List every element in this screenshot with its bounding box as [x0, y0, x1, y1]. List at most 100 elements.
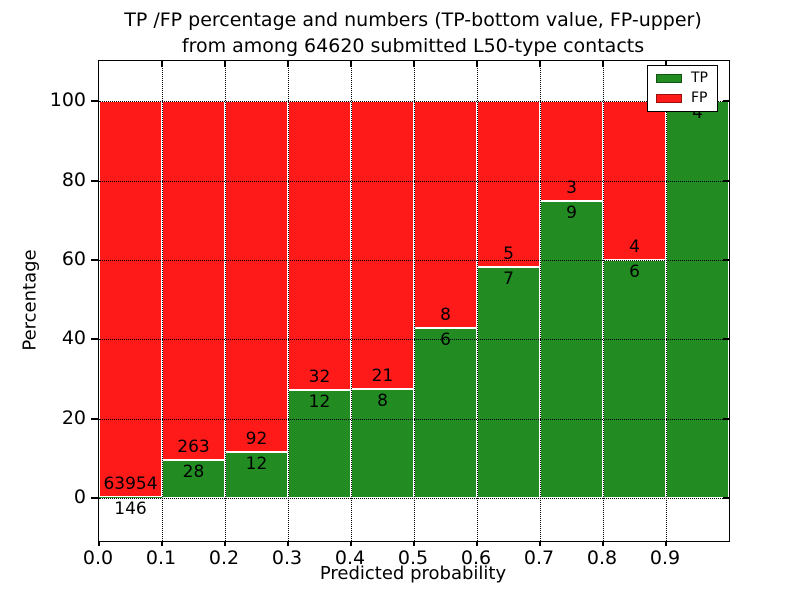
- x-tick-bottom: [476, 541, 478, 546]
- bar-segment-tp: [162, 459, 225, 499]
- gridline-x-0.5: [414, 61, 415, 541]
- annotation-tp-count: 28: [182, 461, 205, 482]
- annotation-fp-count: 4: [629, 237, 640, 258]
- legend-swatch-fp-icon: [656, 94, 682, 103]
- chart-title-line-2: from among 64620 submitted L50-type cont…: [181, 35, 645, 57]
- legend-box: TP FP: [647, 65, 718, 112]
- bar-segment-fp: [540, 101, 603, 201]
- y-tick-label: 80: [61, 168, 86, 191]
- legend-label-fp: FP: [691, 90, 708, 106]
- annotation-fp-count: 92: [245, 429, 268, 450]
- y-tick-label: 60: [61, 248, 86, 271]
- y-axis-label: Percentage: [19, 249, 41, 351]
- annotation-tp-count: 6: [629, 262, 640, 283]
- gridline-x-0.8: [603, 61, 604, 541]
- x-tick-label: 0.4: [334, 547, 366, 569]
- x-tick-label: 0.1: [145, 547, 177, 569]
- annotation-tp-count: 146: [114, 499, 147, 520]
- bar-segment-fp: [603, 101, 666, 261]
- bar-segment-fp: [288, 101, 351, 390]
- x-tick-bottom: [539, 541, 541, 546]
- y-tick-right: [723, 497, 729, 500]
- y-tick-right: [723, 259, 729, 262]
- bar-segment-fp: [477, 101, 540, 267]
- bar-segment-tp: [414, 328, 477, 499]
- y-tick-label: 100: [49, 89, 86, 112]
- bar-segment-tp: [540, 200, 603, 499]
- y-tick-label: 0: [73, 486, 86, 509]
- y-tick-label: 40: [61, 327, 86, 350]
- annotation-fp-count: 3: [566, 177, 577, 198]
- y-tick-right: [723, 179, 729, 182]
- x-tick-label: 0.9: [649, 547, 681, 569]
- x-tick-top: [476, 61, 478, 67]
- legend-label-tp: TP: [691, 70, 708, 86]
- y-tick-left: [91, 100, 98, 103]
- bar-segment-fp: [99, 101, 162, 498]
- annotation-tp-count: 9: [566, 202, 577, 223]
- y-tick-left: [91, 497, 98, 500]
- gridline-x-0.3: [288, 61, 289, 541]
- plot-area: 63954 146 263 28 92 12 32 12 21 8 8 6 5 7 3 9 4 6 4 TP FP: [91, 60, 730, 546]
- annotation-tp-count: 4: [692, 103, 703, 124]
- x-tick-bottom: [287, 541, 289, 546]
- x-tick-bottom: [161, 541, 163, 546]
- annotation-tp-count: 6: [440, 330, 451, 351]
- x-tick-bottom: [224, 541, 226, 546]
- gridline-x-0.6: [477, 61, 478, 541]
- x-tick-top: [287, 61, 289, 67]
- gridline-x-0.9: [666, 61, 667, 541]
- y-tick-left: [91, 338, 98, 341]
- bar-segment-tp: [666, 101, 729, 499]
- y-tick-right: [723, 417, 729, 420]
- x-tick-bottom: [98, 541, 100, 546]
- x-tick-label: 0.5: [397, 547, 429, 569]
- annotation-tp-count: 8: [377, 390, 388, 411]
- y-tick-left: [91, 259, 98, 262]
- y-tick-label: 20: [61, 406, 86, 429]
- x-tick-bottom: [413, 541, 415, 546]
- x-tick-top: [224, 61, 226, 67]
- x-tick-top: [539, 61, 541, 67]
- x-tick-label: 0.8: [586, 547, 618, 569]
- bar-segment-tp: [351, 388, 414, 499]
- gridline-x-0.2: [225, 61, 226, 541]
- bar-segment-tp: [603, 260, 666, 499]
- legend-entry-fp: FP: [656, 91, 708, 106]
- gridline-x-0.7: [540, 61, 541, 541]
- chart-title-line-1: TP /FP percentage and numbers (TP-bottom…: [124, 9, 702, 31]
- x-tick-bottom: [602, 541, 604, 546]
- annotation-fp-count: 263: [177, 436, 210, 457]
- x-tick-bottom: [350, 541, 352, 546]
- x-axis-label: Predicted probability: [319, 563, 507, 584]
- legend-entry-tp: TP: [656, 71, 708, 86]
- legend-swatch-tp-icon: [656, 74, 682, 83]
- x-tick-top: [350, 61, 352, 67]
- x-tick-label: 0.7: [523, 547, 555, 569]
- x-tick-label: 0.3: [271, 547, 303, 569]
- bar-segment-fp: [414, 101, 477, 329]
- annotation-fp-count: 8: [440, 305, 451, 326]
- chart-title: TP /FP percentage and numbers (TP-bottom…: [98, 7, 728, 59]
- annotation-tp-count: 7: [503, 268, 514, 289]
- bar-segment-fp: [351, 101, 414, 389]
- x-tick-top: [665, 61, 667, 67]
- gridline-x-0.1: [162, 61, 163, 541]
- annotation-fp-count: 32: [308, 366, 331, 387]
- x-tick-top: [413, 61, 415, 67]
- annotation-fp-count: 5: [503, 243, 514, 264]
- x-tick-label: 0.2: [208, 547, 240, 569]
- x-tick-top: [161, 61, 163, 67]
- y-tick-right: [723, 100, 729, 103]
- bar-segment-tp: [99, 497, 162, 499]
- x-tick-label: 0.0: [82, 547, 114, 569]
- bar-segment-tp: [477, 266, 540, 499]
- bar-segment-fp: [162, 101, 225, 460]
- y-tick-right: [723, 338, 729, 341]
- annotation-tp-count: 12: [245, 454, 268, 475]
- y-tick-left: [91, 179, 98, 182]
- x-tick-label: 0.6: [460, 547, 492, 569]
- bar-segment-fp: [225, 101, 288, 453]
- x-tick-top: [602, 61, 604, 67]
